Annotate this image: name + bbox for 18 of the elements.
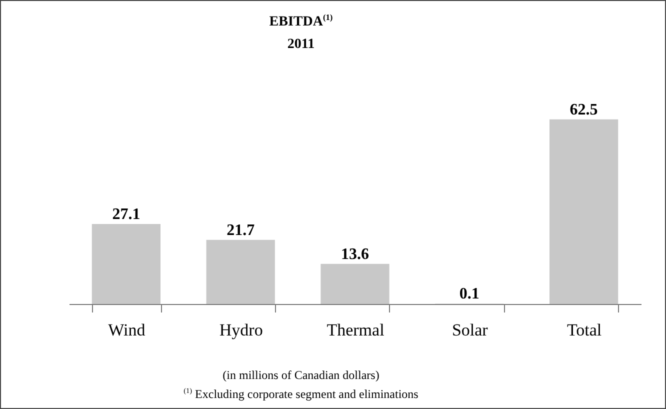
x-tick-label: Thermal [326,320,385,340]
bar [92,224,161,304]
text: $^{(1)}$ Excluding corporate segment and eliminations [182,386,420,402]
data-label: 27.1 [112,206,140,223]
text: (in millions of Canadian dollars) [222,367,380,383]
data-label: 21.7 [226,222,255,239]
x-tick-label: Solar [452,320,488,340]
x-tick-label: Hydro [219,320,263,340]
bar [320,264,390,304]
data-label: 0.1 [459,286,480,303]
bar [549,119,618,304]
x-tick-label: Wind [108,320,146,340]
chart-title: EBITDA$^{(1)}$ [268,12,334,32]
chart-subtitle: 2011 [286,36,316,54]
data-label: 13.6 [341,246,369,263]
bar [206,240,275,304]
data-label: 62.5 [570,101,598,118]
x-tick-label: Total [566,320,602,340]
